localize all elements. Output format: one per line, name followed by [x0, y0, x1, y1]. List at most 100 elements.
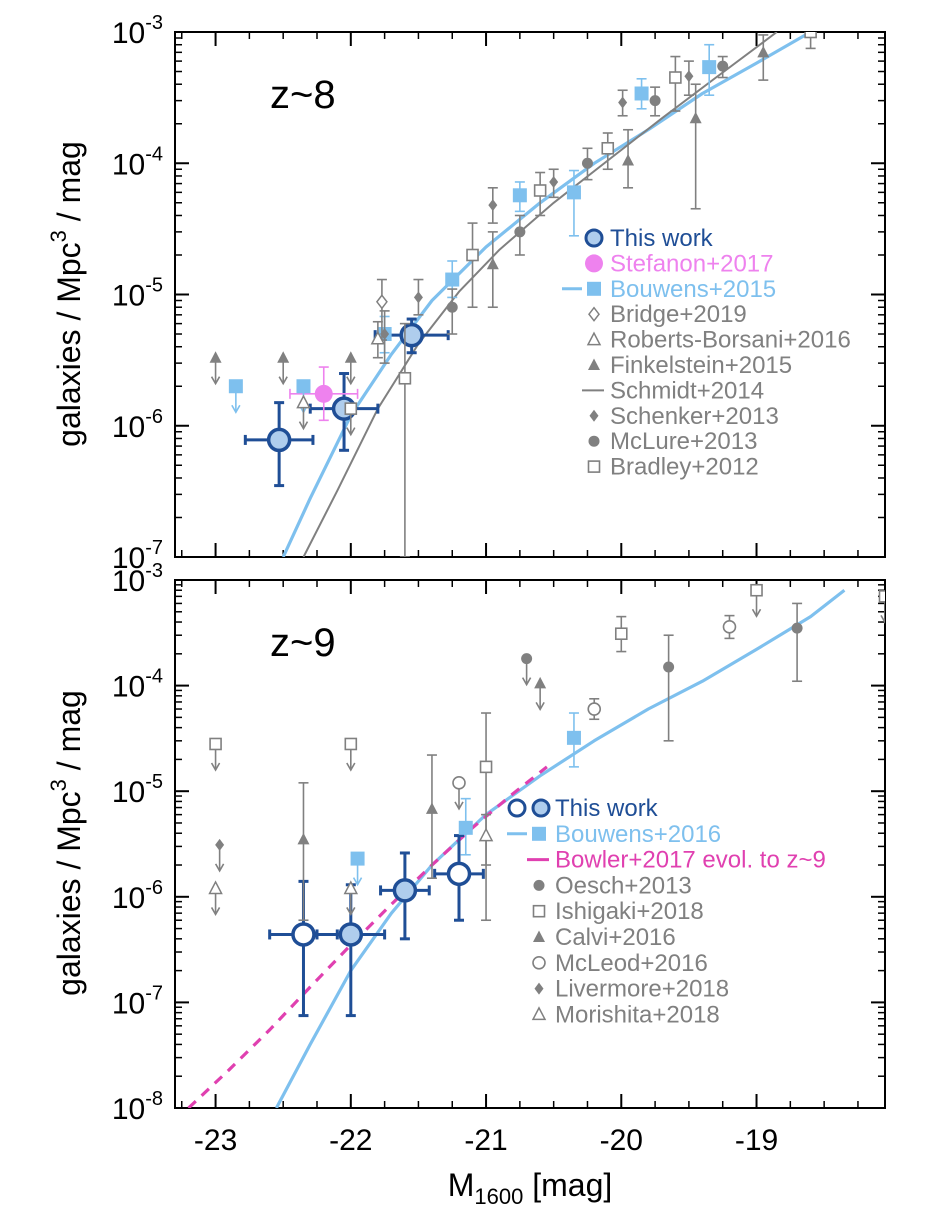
legend-marker: [586, 331, 602, 346]
panel-z9: 10-3 10-4 10-5 10-6 10-7 10-8 -23 -22 -21 -20 -19 M…: [46, 560, 886, 1209]
y-tick-label: 10-8: [112, 1088, 163, 1126]
legend-label: Livermore+2018: [555, 976, 729, 1003]
legend-label: Calvi+2016: [555, 924, 676, 951]
curve-bowler-2017-evol-to-z-9: [187, 765, 548, 1108]
legend-label: McLeod+2016: [555, 950, 708, 977]
data-points: [208, 583, 885, 1018]
x-tick-label: -19: [735, 1124, 778, 1157]
y-tick-label: 10-7: [112, 982, 163, 1020]
legend-marker: [532, 904, 546, 918]
legend-marker: [533, 930, 545, 942]
legend-marker: [589, 409, 599, 422]
x-tick-label: -21: [464, 1124, 507, 1157]
legend-label: Schenker+2013: [610, 403, 779, 430]
legend-marker: [588, 306, 600, 322]
data-point-mclure-2013: [717, 60, 729, 72]
data-point-finkelstein-2015: [622, 153, 635, 166]
data-point-ishigaki-2018: [344, 737, 358, 751]
data-point-bradley-2012: [466, 248, 479, 262]
data-point-bouwens-2015: [296, 379, 311, 394]
data-point-morishita-2018: [208, 880, 223, 895]
legend-label: Oesch+2013: [555, 872, 692, 899]
data-point-bradley-2012: [344, 402, 358, 415]
data-point-bradley-2012: [804, 32, 817, 39]
legend-marker: [585, 254, 603, 273]
data-point-ishigaki-2018: [479, 760, 493, 774]
data-point-ishigaki-2018: [878, 590, 885, 603]
legend-label: Ishigaki+2018: [555, 898, 704, 925]
legend-label: Schmidt+2014: [610, 377, 764, 404]
upper-limit-arrowhead: [352, 877, 363, 887]
data-point-calvi-2016: [425, 802, 438, 814]
data-point-ishigaki-2018: [614, 627, 628, 641]
upper-limit-arrowhead: [535, 701, 545, 711]
data-point-oesch-2013: [791, 622, 803, 634]
data-point-finkelstein-2015: [209, 351, 222, 363]
data-point-bridge-2019: [375, 294, 388, 310]
panel-label: z~8: [270, 73, 336, 117]
data-point-mcleod-2016: [587, 702, 602, 716]
legend-marker: [533, 879, 545, 891]
data-point-bouwens-2015: [512, 188, 527, 203]
legend-label: Finkelstein+2015: [610, 352, 792, 379]
data-point-roberts-borsani-2016: [296, 394, 311, 409]
data-point-bradley-2012: [533, 184, 547, 197]
upper-limit-arrowhead: [210, 762, 221, 772]
legend-label: Morishita+2018: [555, 1001, 720, 1028]
y-axis-title: galaxies / Mpc3 / mag: [46, 141, 87, 447]
legend-label: Bouwens+2015: [610, 276, 776, 303]
data-point-livermore-2018: [215, 838, 225, 851]
data-point-mclure-2013: [581, 157, 593, 169]
panel-z8: 10-3 10-4 10-5 10-6 10-7 galaxies / Mpc3 / ma…: [46, 12, 886, 575]
data-point-mcleod-2016: [722, 620, 737, 634]
y-axis-title: galaxies / Mpc3 / mag: [46, 690, 87, 996]
data-point-mclure-2013: [649, 95, 661, 107]
data-point-bradley-2012: [669, 71, 682, 84]
upper-limit-arrowhead: [298, 421, 309, 431]
upper-limit-arrowhead: [210, 907, 221, 917]
data-point-roberts-borsani-2016: [370, 330, 386, 345]
y-tick-label: 10-6: [112, 406, 163, 444]
data-point-bouwens-2015: [445, 272, 460, 287]
data-point-oesch-2013: [521, 653, 533, 665]
legend-label: This work: [610, 225, 714, 252]
y-tick-label: 10-4: [112, 143, 163, 181]
data-point-schenker-2013: [684, 70, 694, 83]
y-tick-label: 10-5: [112, 771, 163, 809]
panel-label: z~9: [270, 621, 336, 665]
curve-schmidt-2014-fit: [302, 32, 778, 557]
upper-limit-arrowhead: [346, 376, 356, 386]
upper-limit-arrowhead: [880, 614, 885, 624]
legend-marker: [531, 798, 551, 818]
legend-marker: [507, 798, 527, 818]
data-point-bouwens-2016: [458, 820, 473, 835]
data-points: [209, 32, 817, 557]
data-point-this-work-filled-: [392, 878, 418, 903]
legend-label: This work: [555, 795, 659, 822]
legend-marker: [531, 1006, 547, 1021]
legend-marker: [587, 460, 601, 473]
upper-limit-arrowhead: [346, 762, 356, 772]
upper-limit-arrowhead: [210, 376, 221, 386]
y-tick-label: 10-4: [112, 666, 163, 704]
upper-limit-arrowhead: [278, 376, 288, 386]
data-point-finkelstein-2015: [486, 257, 499, 270]
plot-frame: [174, 579, 886, 1109]
data-point-morishita-2018: [343, 880, 359, 895]
data-point-schenker-2013: [488, 199, 498, 212]
upper-limit-arrowhead: [231, 404, 241, 414]
data-point-oesch-2013: [663, 661, 675, 673]
legend-marker: [587, 281, 601, 296]
y-tick-label: 10-3: [112, 560, 163, 598]
legend-label: Roberts-Borsani+2016: [610, 327, 851, 354]
data-point-calvi-2016: [534, 676, 547, 689]
data-point-schenker-2013: [549, 175, 559, 188]
data-point-bouwens-2015: [702, 60, 717, 75]
data-point-bouwens-2015: [228, 379, 243, 394]
x-tick-label: -20: [600, 1124, 643, 1157]
data-point-this-work: [266, 427, 292, 453]
upper-limit-arrowhead: [346, 427, 356, 437]
data-point-this-work-filled-: [338, 922, 364, 947]
